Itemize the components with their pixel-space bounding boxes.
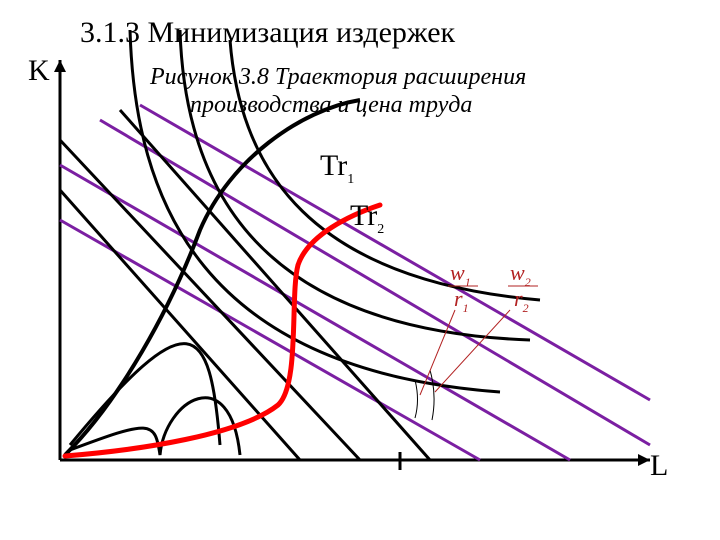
figure-caption-line1: Рисунок 3.8 Траектория расширения <box>149 64 526 90</box>
section-title: 3.1.3 Минимизация издержек <box>80 16 456 49</box>
x-axis-label: L <box>650 449 668 482</box>
figure-caption-line2: производства и цена труда <box>190 92 472 118</box>
y-axis-label: K <box>28 54 50 87</box>
